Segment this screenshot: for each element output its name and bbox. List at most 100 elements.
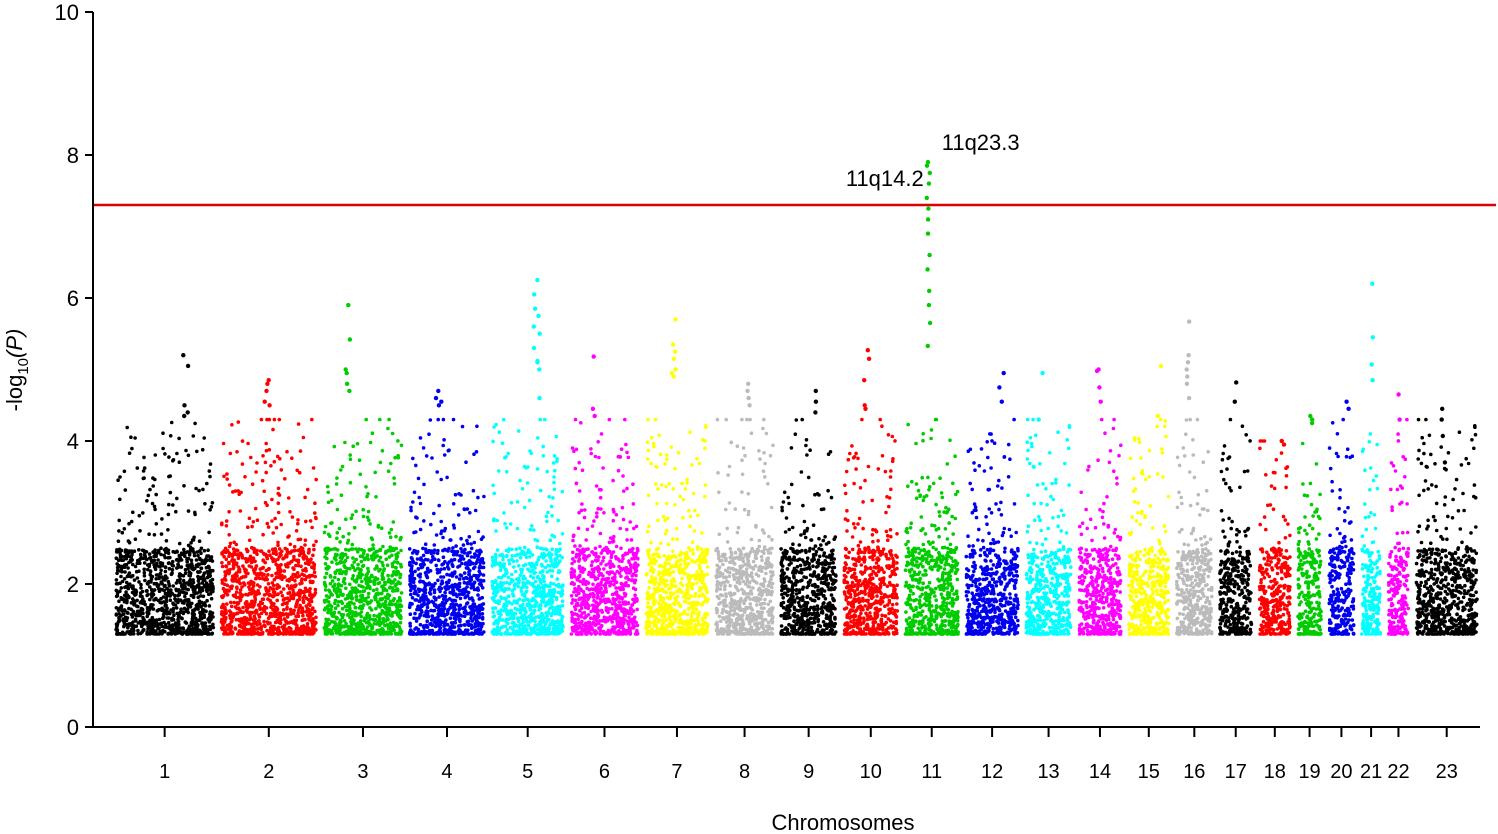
data-point bbox=[266, 582, 271, 586]
data-point bbox=[191, 567, 195, 572]
data-point bbox=[482, 630, 486, 634]
data-point bbox=[425, 602, 430, 606]
data-point bbox=[451, 552, 456, 557]
data-point bbox=[201, 607, 205, 612]
data-point bbox=[418, 527, 423, 532]
data-point bbox=[231, 593, 236, 598]
data-point bbox=[329, 592, 333, 596]
data-point bbox=[499, 564, 503, 569]
data-point bbox=[443, 526, 448, 531]
data-point bbox=[258, 607, 263, 612]
data-point bbox=[338, 618, 343, 623]
data-point bbox=[129, 435, 133, 440]
data-point bbox=[384, 557, 389, 561]
data-point bbox=[460, 424, 465, 429]
data-point bbox=[523, 562, 528, 567]
data-point bbox=[259, 417, 264, 422]
data-point bbox=[247, 538, 252, 543]
data-point bbox=[170, 567, 175, 572]
data-point bbox=[579, 508, 584, 513]
data-point bbox=[152, 504, 157, 509]
data-point bbox=[526, 567, 530, 571]
data-point bbox=[515, 500, 520, 504]
data-point bbox=[224, 524, 229, 528]
data-point bbox=[594, 484, 599, 488]
data-point bbox=[291, 611, 296, 616]
data-point bbox=[387, 417, 391, 422]
data-point bbox=[364, 417, 369, 422]
data-point bbox=[456, 565, 460, 569]
data-point bbox=[186, 610, 190, 615]
data-point bbox=[206, 554, 211, 558]
data-point bbox=[513, 582, 518, 586]
data-point bbox=[524, 466, 528, 470]
data-point bbox=[491, 518, 496, 523]
data-point bbox=[560, 532, 565, 536]
data-point bbox=[542, 574, 546, 579]
data-point bbox=[339, 493, 344, 498]
data-point bbox=[592, 519, 596, 523]
data-point bbox=[323, 588, 328, 592]
data-point bbox=[256, 603, 261, 607]
data-point bbox=[540, 611, 544, 616]
data-point bbox=[151, 607, 156, 611]
data-point bbox=[151, 589, 155, 593]
data-point bbox=[471, 598, 475, 603]
data-point bbox=[418, 575, 422, 579]
data-point bbox=[434, 533, 439, 537]
data-point bbox=[538, 578, 543, 583]
data-point bbox=[310, 611, 314, 616]
data-point bbox=[323, 524, 328, 529]
data-point bbox=[396, 439, 400, 443]
data-point bbox=[266, 573, 270, 577]
data-point bbox=[410, 596, 415, 600]
data-point bbox=[336, 600, 341, 604]
data-point bbox=[462, 551, 467, 555]
data-point bbox=[131, 510, 135, 515]
data-point bbox=[156, 548, 161, 553]
data-point bbox=[208, 462, 213, 466]
data-point bbox=[439, 477, 444, 482]
data-point bbox=[252, 568, 256, 572]
data-point bbox=[194, 585, 199, 589]
data-point bbox=[432, 548, 437, 552]
data-point bbox=[141, 597, 145, 601]
data-point bbox=[467, 535, 472, 539]
data-point bbox=[398, 616, 402, 620]
data-point bbox=[369, 599, 374, 603]
data-point bbox=[119, 569, 124, 573]
data-point bbox=[127, 540, 132, 545]
data-point bbox=[398, 572, 403, 577]
data-point bbox=[348, 608, 352, 613]
data-point bbox=[504, 607, 508, 612]
data-point bbox=[279, 631, 283, 636]
data-point bbox=[253, 610, 257, 614]
data-point bbox=[241, 605, 245, 610]
data-point bbox=[571, 550, 575, 555]
data-point bbox=[434, 616, 438, 621]
data-point bbox=[538, 488, 543, 493]
data-point bbox=[340, 606, 345, 611]
data-point bbox=[159, 552, 163, 557]
data-point bbox=[370, 537, 375, 542]
data-point bbox=[560, 489, 565, 494]
data-point bbox=[270, 581, 275, 585]
data-point bbox=[535, 593, 539, 598]
data-point bbox=[409, 508, 413, 513]
data-point bbox=[277, 565, 282, 570]
data-point bbox=[114, 606, 119, 610]
data-point bbox=[202, 585, 207, 589]
data-point bbox=[365, 613, 369, 617]
data-point bbox=[545, 631, 549, 635]
data-point bbox=[285, 621, 290, 625]
data-point bbox=[243, 556, 248, 561]
data-point bbox=[230, 574, 235, 579]
data-point bbox=[423, 632, 427, 636]
data-point bbox=[616, 468, 621, 473]
data-point bbox=[571, 534, 576, 538]
data-point bbox=[517, 597, 522, 602]
data-point bbox=[351, 444, 356, 449]
data-point bbox=[437, 595, 441, 599]
data-point bbox=[114, 556, 119, 560]
